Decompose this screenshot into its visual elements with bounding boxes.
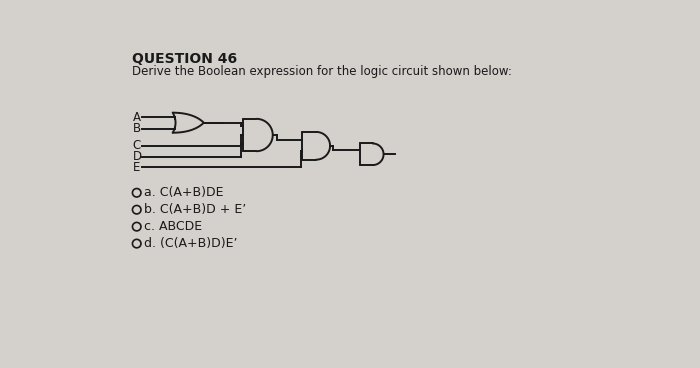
Text: d. (C(A+B)D)E’: d. (C(A+B)D)E’ [144, 237, 237, 250]
Text: a. C(A+B)DE: a. C(A+B)DE [144, 186, 223, 199]
Text: B: B [132, 122, 141, 135]
Text: b. C(A+B)D + E’: b. C(A+B)D + E’ [144, 203, 246, 216]
Text: D: D [132, 150, 141, 163]
Text: E: E [132, 161, 140, 174]
Text: Derive the Boolean expression for the logic circuit shown below:: Derive the Boolean expression for the lo… [132, 65, 512, 78]
Text: A: A [132, 111, 141, 124]
Text: C: C [132, 139, 141, 152]
Text: QUESTION 46: QUESTION 46 [132, 52, 237, 66]
Text: c. ABCDE: c. ABCDE [144, 220, 202, 233]
